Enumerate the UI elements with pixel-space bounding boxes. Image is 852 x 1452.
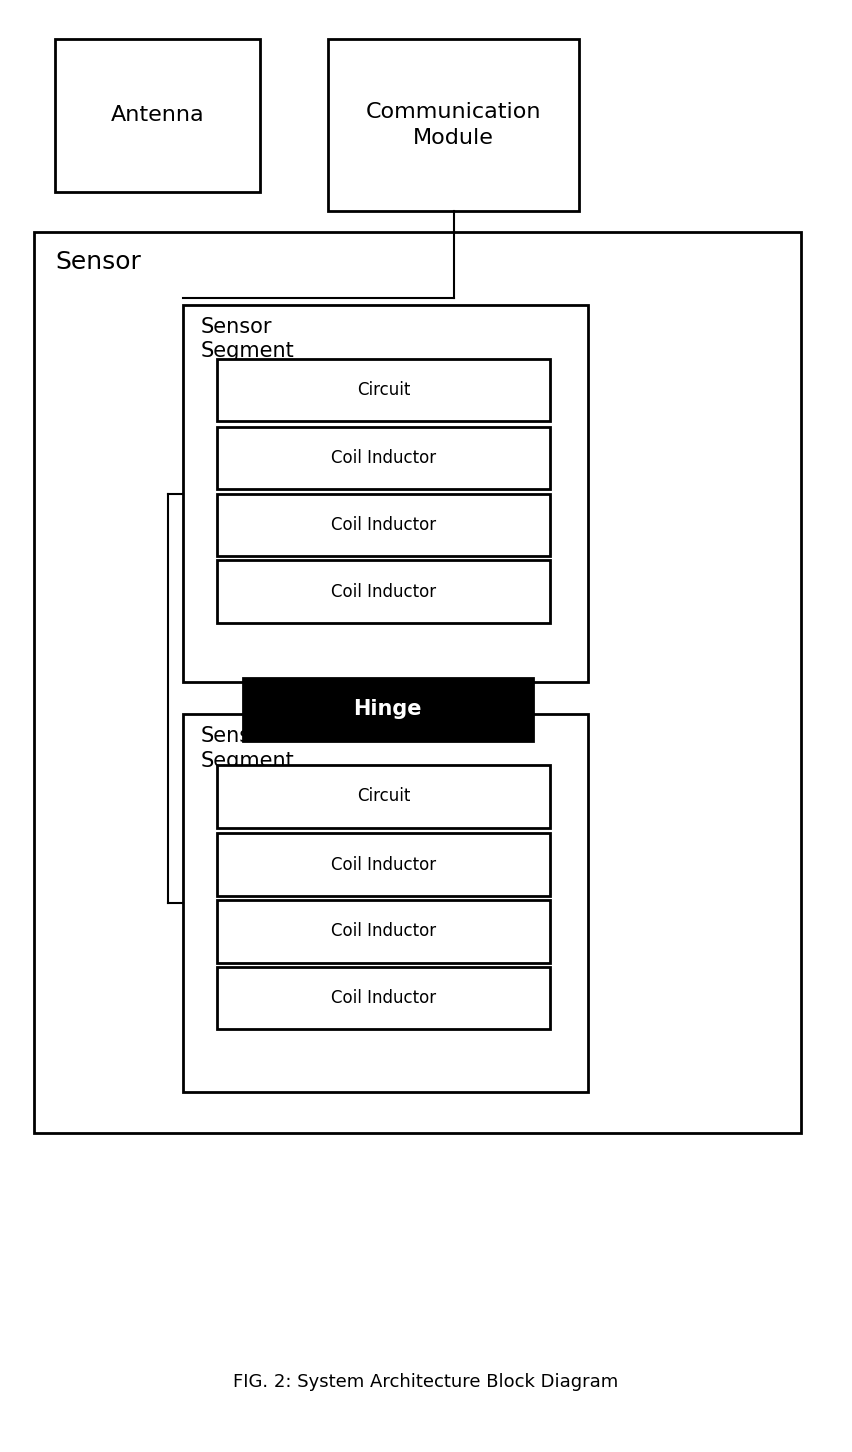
FancyBboxPatch shape <box>217 359 550 421</box>
Text: Circuit: Circuit <box>357 380 410 399</box>
Text: Coil Inductor: Coil Inductor <box>331 855 436 874</box>
FancyBboxPatch shape <box>217 833 550 896</box>
FancyBboxPatch shape <box>217 900 550 963</box>
FancyBboxPatch shape <box>183 305 588 682</box>
Text: Circuit: Circuit <box>357 787 410 806</box>
FancyBboxPatch shape <box>217 765 550 828</box>
Text: Sensor
Segment: Sensor Segment <box>200 317 294 362</box>
FancyBboxPatch shape <box>328 39 579 211</box>
FancyBboxPatch shape <box>217 967 550 1029</box>
Text: Coil Inductor: Coil Inductor <box>331 515 436 534</box>
Text: Coil Inductor: Coil Inductor <box>331 449 436 468</box>
FancyBboxPatch shape <box>243 678 532 741</box>
FancyBboxPatch shape <box>55 39 260 192</box>
Text: Coil Inductor: Coil Inductor <box>331 922 436 941</box>
FancyBboxPatch shape <box>217 427 550 489</box>
Text: Antenna: Antenna <box>111 106 204 125</box>
Text: Hinge: Hinge <box>354 700 422 719</box>
Text: Sensor
Segment: Sensor Segment <box>200 726 294 771</box>
Text: FIG. 2: System Architecture Block Diagram: FIG. 2: System Architecture Block Diagra… <box>233 1374 619 1391</box>
FancyBboxPatch shape <box>34 232 801 1133</box>
Text: Communication
Module: Communication Module <box>366 102 541 148</box>
FancyBboxPatch shape <box>183 714 588 1092</box>
Text: Coil Inductor: Coil Inductor <box>331 989 436 1008</box>
Text: Sensor: Sensor <box>55 250 141 274</box>
Text: Coil Inductor: Coil Inductor <box>331 582 436 601</box>
FancyBboxPatch shape <box>217 560 550 623</box>
FancyBboxPatch shape <box>217 494 550 556</box>
